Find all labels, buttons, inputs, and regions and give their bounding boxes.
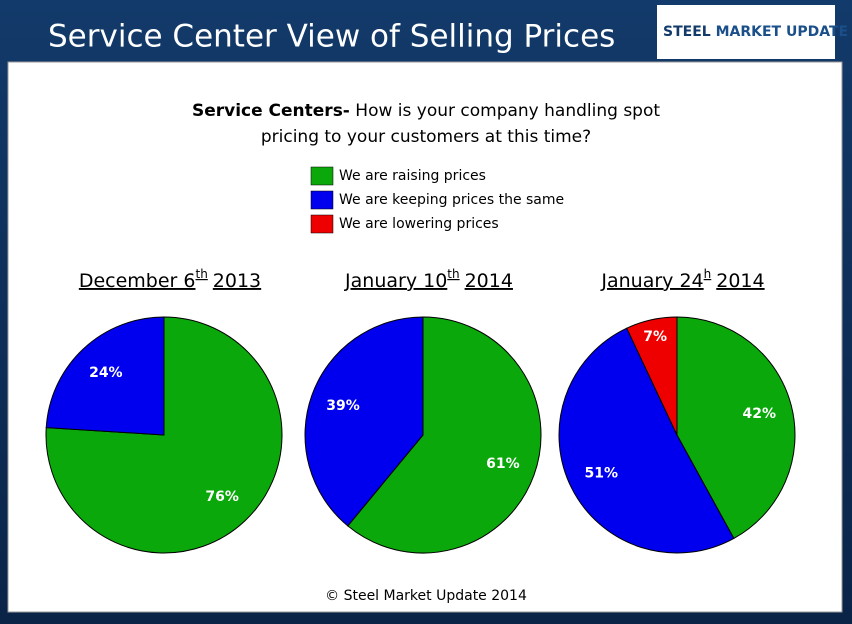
pie-title-sup: h [704, 267, 712, 281]
pie-title-main: January 24 [600, 270, 703, 292]
value-label: 39% [326, 398, 360, 414]
pie-title-year: 2014 [716, 270, 764, 292]
pie-title-sup: th [447, 267, 459, 281]
pie-title: January 10th 2014 [344, 267, 513, 292]
legend: We are raising prices We are keeping pric… [310, 166, 564, 234]
pie-title-main: January 10 [344, 270, 447, 292]
value-label: 61% [486, 456, 520, 472]
pie-title-main: December 6 [79, 270, 196, 292]
legend-swatch [310, 166, 334, 186]
legend-label: We are lowering prices [339, 216, 499, 232]
pie-slice [45, 316, 283, 554]
pie-slice [676, 316, 796, 540]
logo: STEEL MARKET UPDATE [663, 24, 848, 40]
value-label: 51% [585, 466, 619, 482]
logo-box [657, 5, 835, 59]
question: pricing to your customers at this time? [261, 127, 591, 147]
pie-slice [347, 316, 542, 554]
value-label: 7% [643, 329, 667, 345]
value-label: 76% [205, 489, 239, 505]
pie-slice [304, 316, 424, 527]
legend-label: We are keeping prices the same [339, 192, 564, 208]
pie-title-year: 2013 [213, 270, 261, 292]
pie-slice [45, 316, 165, 436]
pie-title-sup: th [195, 267, 207, 281]
pie-slice [626, 316, 678, 436]
legend-label: We are raising prices [339, 168, 486, 184]
pie-slice [558, 327, 735, 554]
value-label: 42% [743, 406, 777, 422]
question: Service Centers- How is your company han… [192, 101, 660, 121]
legend-swatch [310, 214, 334, 234]
pie-title: December 6th 2013 [79, 267, 261, 292]
slide-title: Service Center View of Selling Prices [48, 19, 615, 55]
legend-swatch [310, 190, 334, 210]
footer: © Steel Market Update 2014 [325, 588, 527, 604]
value-label: 24% [89, 365, 123, 381]
pie-title: January 24h 2014 [600, 267, 764, 292]
pie-title-year: 2014 [465, 270, 513, 292]
